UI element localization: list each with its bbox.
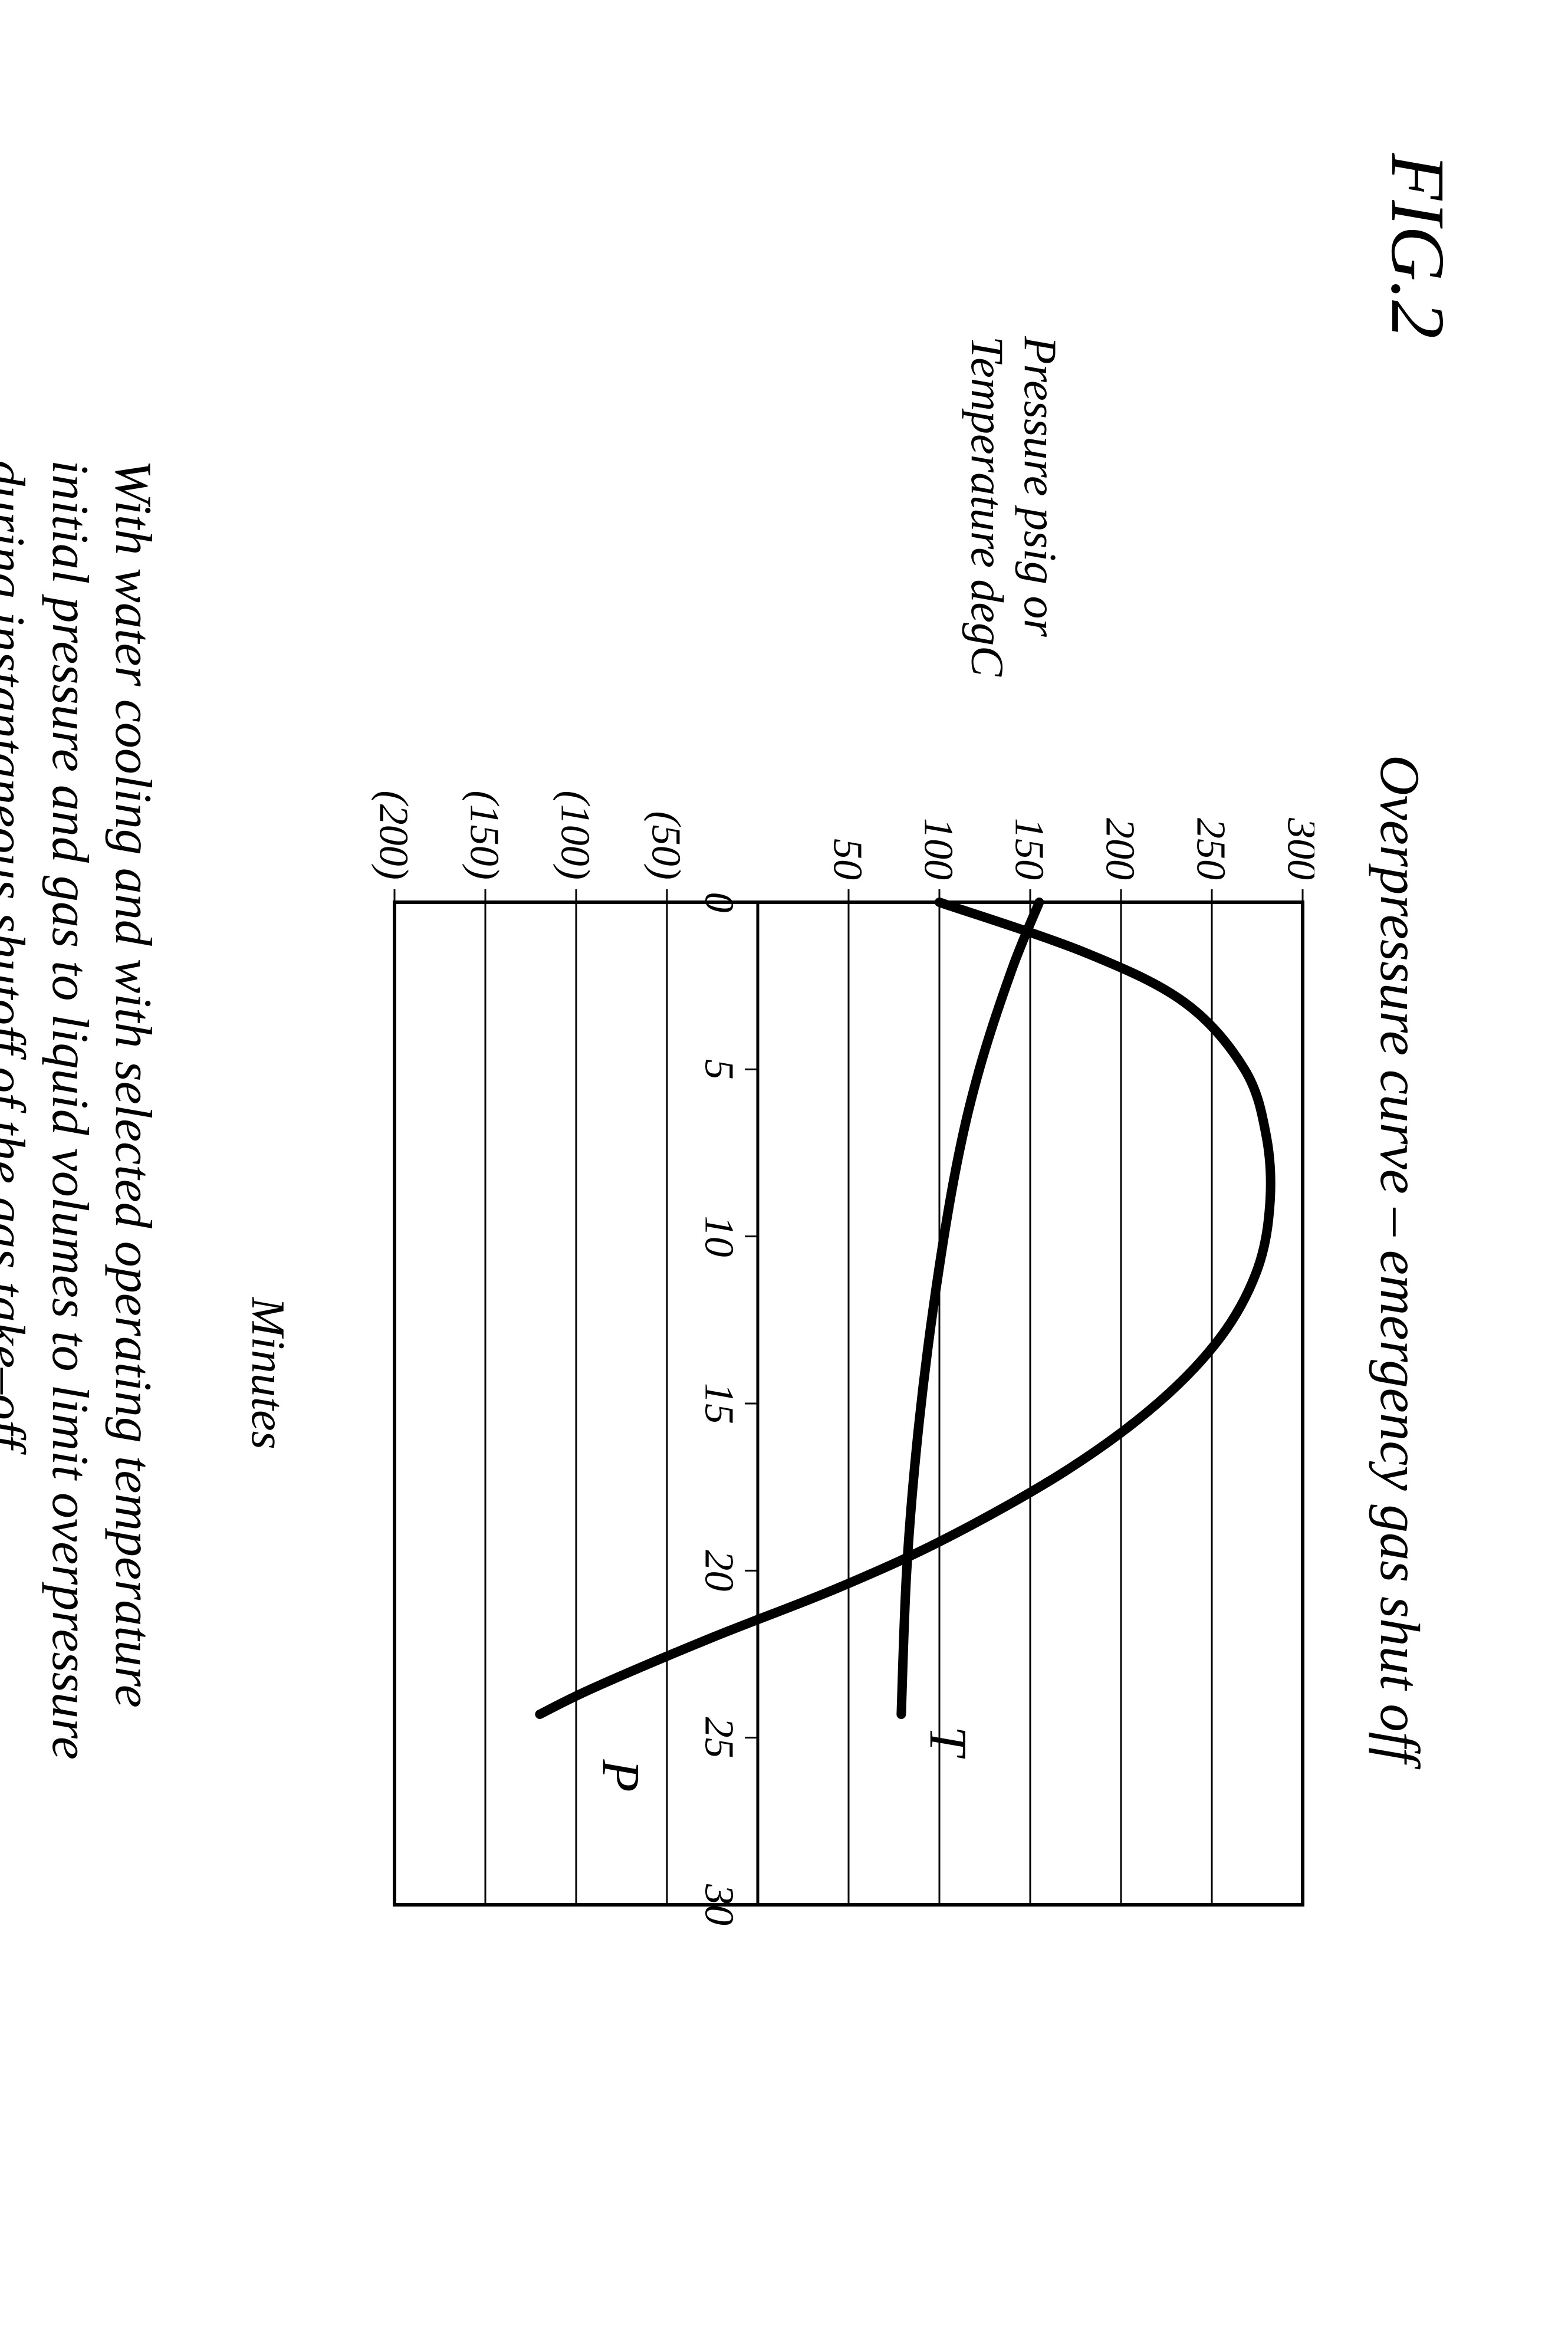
chart-title: Overpressure curve – emergency gas shut …: [1368, 755, 1432, 1763]
svg-text:P: P: [591, 1759, 650, 1792]
svg-text:5: 5: [696, 1059, 742, 1080]
svg-text:200: 200: [1097, 818, 1143, 880]
caption-line-3: during instantaneous shutoff of the gas …: [0, 460, 35, 1462]
caption-line-2: initial pressure and gas to liquid volum…: [41, 460, 98, 1760]
x-axis-label: Minutes: [241, 1297, 294, 1450]
svg-text:10: 10: [696, 1216, 742, 1257]
svg-text:50: 50: [825, 839, 870, 880]
svg-text:T: T: [919, 1726, 977, 1759]
svg-text:250: 250: [1188, 818, 1234, 880]
caption-line-1: With water cooling and with selected ope…: [104, 460, 162, 1708]
svg-text:100: 100: [916, 818, 961, 880]
y-axis-label-line-2: Temperature degC: [962, 336, 1013, 676]
svg-text:(150): (150): [462, 790, 507, 880]
svg-text:15: 15: [696, 1383, 742, 1424]
svg-text:0: 0: [696, 892, 742, 913]
svg-text:20: 20: [696, 1550, 742, 1591]
chart-svg: 0 5 10 15 20 25 30 300 250 200 150 100 50 (50) (100) (1…: [347, 749, 1314, 1964]
svg-text:30: 30: [696, 1884, 742, 1925]
y-axis-label: Pressure psig or Temperature degC: [961, 336, 1067, 676]
svg-text:25: 25: [696, 1717, 742, 1759]
y-axis-label-line-1: Pressure psig or: [1015, 336, 1066, 637]
caption: With water cooling and with selected ope…: [0, 460, 165, 1760]
svg-text:(100): (100): [553, 790, 598, 880]
overpressure-chart: 0 5 10 15 20 25 30 300 250 200 150 100 50 (50) (100) (1…: [344, 749, 1314, 1964]
svg-text:(50): (50): [643, 811, 689, 880]
svg-text:(200): (200): [371, 790, 416, 880]
svg-text:300: 300: [1279, 817, 1315, 880]
figure-label: FIG.2: [1373, 153, 1462, 338]
svg-text:150: 150: [1007, 818, 1052, 880]
